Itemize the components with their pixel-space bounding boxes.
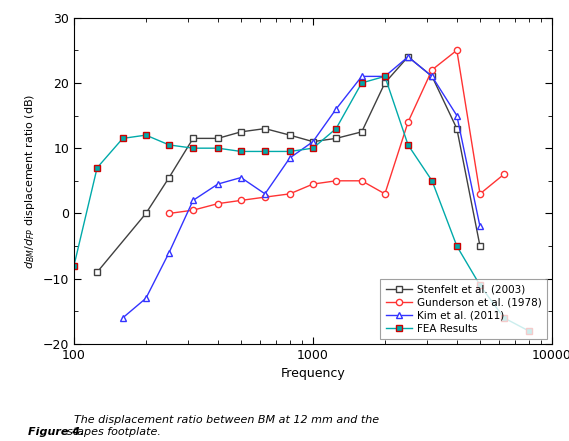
Kim et al. (2011) xyxy=(333,106,340,112)
FEA Results xyxy=(453,243,460,249)
X-axis label: Frequency: Frequency xyxy=(281,367,345,381)
Text: Figure 4.: Figure 4. xyxy=(28,426,85,437)
Line: Stenfelt et al. (2003): Stenfelt et al. (2003) xyxy=(94,54,483,275)
FEA Results xyxy=(477,283,484,288)
Stenfelt et al. (2003) xyxy=(262,126,269,131)
FEA Results xyxy=(119,136,126,141)
Stenfelt et al. (2003) xyxy=(333,136,340,141)
Kim et al. (2011) xyxy=(477,224,484,229)
FEA Results xyxy=(286,149,293,154)
FEA Results xyxy=(166,142,172,148)
Gunderson et al. (1978) xyxy=(333,178,340,183)
FEA Results xyxy=(525,328,532,333)
Line: FEA Results: FEA Results xyxy=(71,73,532,334)
Kim et al. (2011) xyxy=(428,74,435,79)
Kim et al. (2011) xyxy=(453,113,460,118)
Stenfelt et al. (2003) xyxy=(94,269,101,275)
Gunderson et al. (1978) xyxy=(501,172,508,177)
Gunderson et al. (1978) xyxy=(262,194,269,200)
Stenfelt et al. (2003) xyxy=(428,74,435,79)
Stenfelt et al. (2003) xyxy=(405,54,411,60)
Gunderson et al. (1978) xyxy=(381,191,388,197)
FEA Results xyxy=(405,142,411,148)
Gunderson et al. (1978) xyxy=(358,178,365,183)
FEA Results xyxy=(428,178,435,183)
Kim et al. (2011) xyxy=(119,315,126,321)
Gunderson et al. (1978) xyxy=(310,181,316,187)
FEA Results xyxy=(262,149,269,154)
Gunderson et al. (1978) xyxy=(238,198,245,203)
Gunderson et al. (1978) xyxy=(453,48,460,53)
Kim et al. (2011) xyxy=(358,74,365,79)
Gunderson et al. (1978) xyxy=(405,120,411,125)
Stenfelt et al. (2003) xyxy=(142,211,149,216)
Stenfelt et al. (2003) xyxy=(381,80,388,86)
Stenfelt et al. (2003) xyxy=(238,129,245,135)
FEA Results xyxy=(333,126,340,131)
Stenfelt et al. (2003) xyxy=(286,132,293,138)
Kim et al. (2011) xyxy=(189,198,196,203)
FEA Results xyxy=(358,80,365,86)
FEA Results xyxy=(215,146,221,151)
Stenfelt et al. (2003) xyxy=(215,136,221,141)
Gunderson et al. (1978) xyxy=(428,67,435,72)
Gunderson et al. (1978) xyxy=(286,191,293,197)
Text: The displacement ratio between BM at 12 mm and the
stapes footplate.: The displacement ratio between BM at 12 … xyxy=(67,415,380,437)
Kim et al. (2011) xyxy=(166,250,172,255)
Kim et al. (2011) xyxy=(310,139,316,144)
Line: Gunderson et al. (1978): Gunderson et al. (1978) xyxy=(166,47,507,217)
Line: Kim et al. (2011): Kim et al. (2011) xyxy=(119,54,483,321)
Stenfelt et al. (2003) xyxy=(189,136,196,141)
FEA Results xyxy=(189,146,196,151)
Kim et al. (2011) xyxy=(286,155,293,161)
Kim et al. (2011) xyxy=(215,181,221,187)
Kim et al. (2011) xyxy=(381,74,388,79)
Y-axis label: $d_{BM}/d_{FP}$ displacement ratio (dB): $d_{BM}/d_{FP}$ displacement ratio (dB) xyxy=(23,93,37,269)
FEA Results xyxy=(71,263,77,268)
FEA Results xyxy=(501,315,508,321)
Kim et al. (2011) xyxy=(238,175,245,180)
Gunderson et al. (1978) xyxy=(166,211,172,216)
Gunderson et al. (1978) xyxy=(215,201,221,206)
FEA Results xyxy=(310,146,316,151)
Legend: Stenfelt et al. (2003), Gunderson et al. (1978), Kim et al. (2011), FEA Results: Stenfelt et al. (2003), Gunderson et al.… xyxy=(380,279,547,339)
FEA Results xyxy=(381,74,388,79)
Stenfelt et al. (2003) xyxy=(358,129,365,135)
Gunderson et al. (1978) xyxy=(189,208,196,213)
FEA Results xyxy=(238,149,245,154)
Kim et al. (2011) xyxy=(142,295,149,301)
FEA Results xyxy=(94,165,101,170)
Gunderson et al. (1978) xyxy=(477,191,484,197)
FEA Results xyxy=(142,132,149,138)
Stenfelt et al. (2003) xyxy=(477,243,484,249)
Kim et al. (2011) xyxy=(405,54,411,60)
Stenfelt et al. (2003) xyxy=(453,126,460,131)
Kim et al. (2011) xyxy=(262,191,269,197)
Stenfelt et al. (2003) xyxy=(166,175,172,180)
Stenfelt et al. (2003) xyxy=(310,139,316,144)
